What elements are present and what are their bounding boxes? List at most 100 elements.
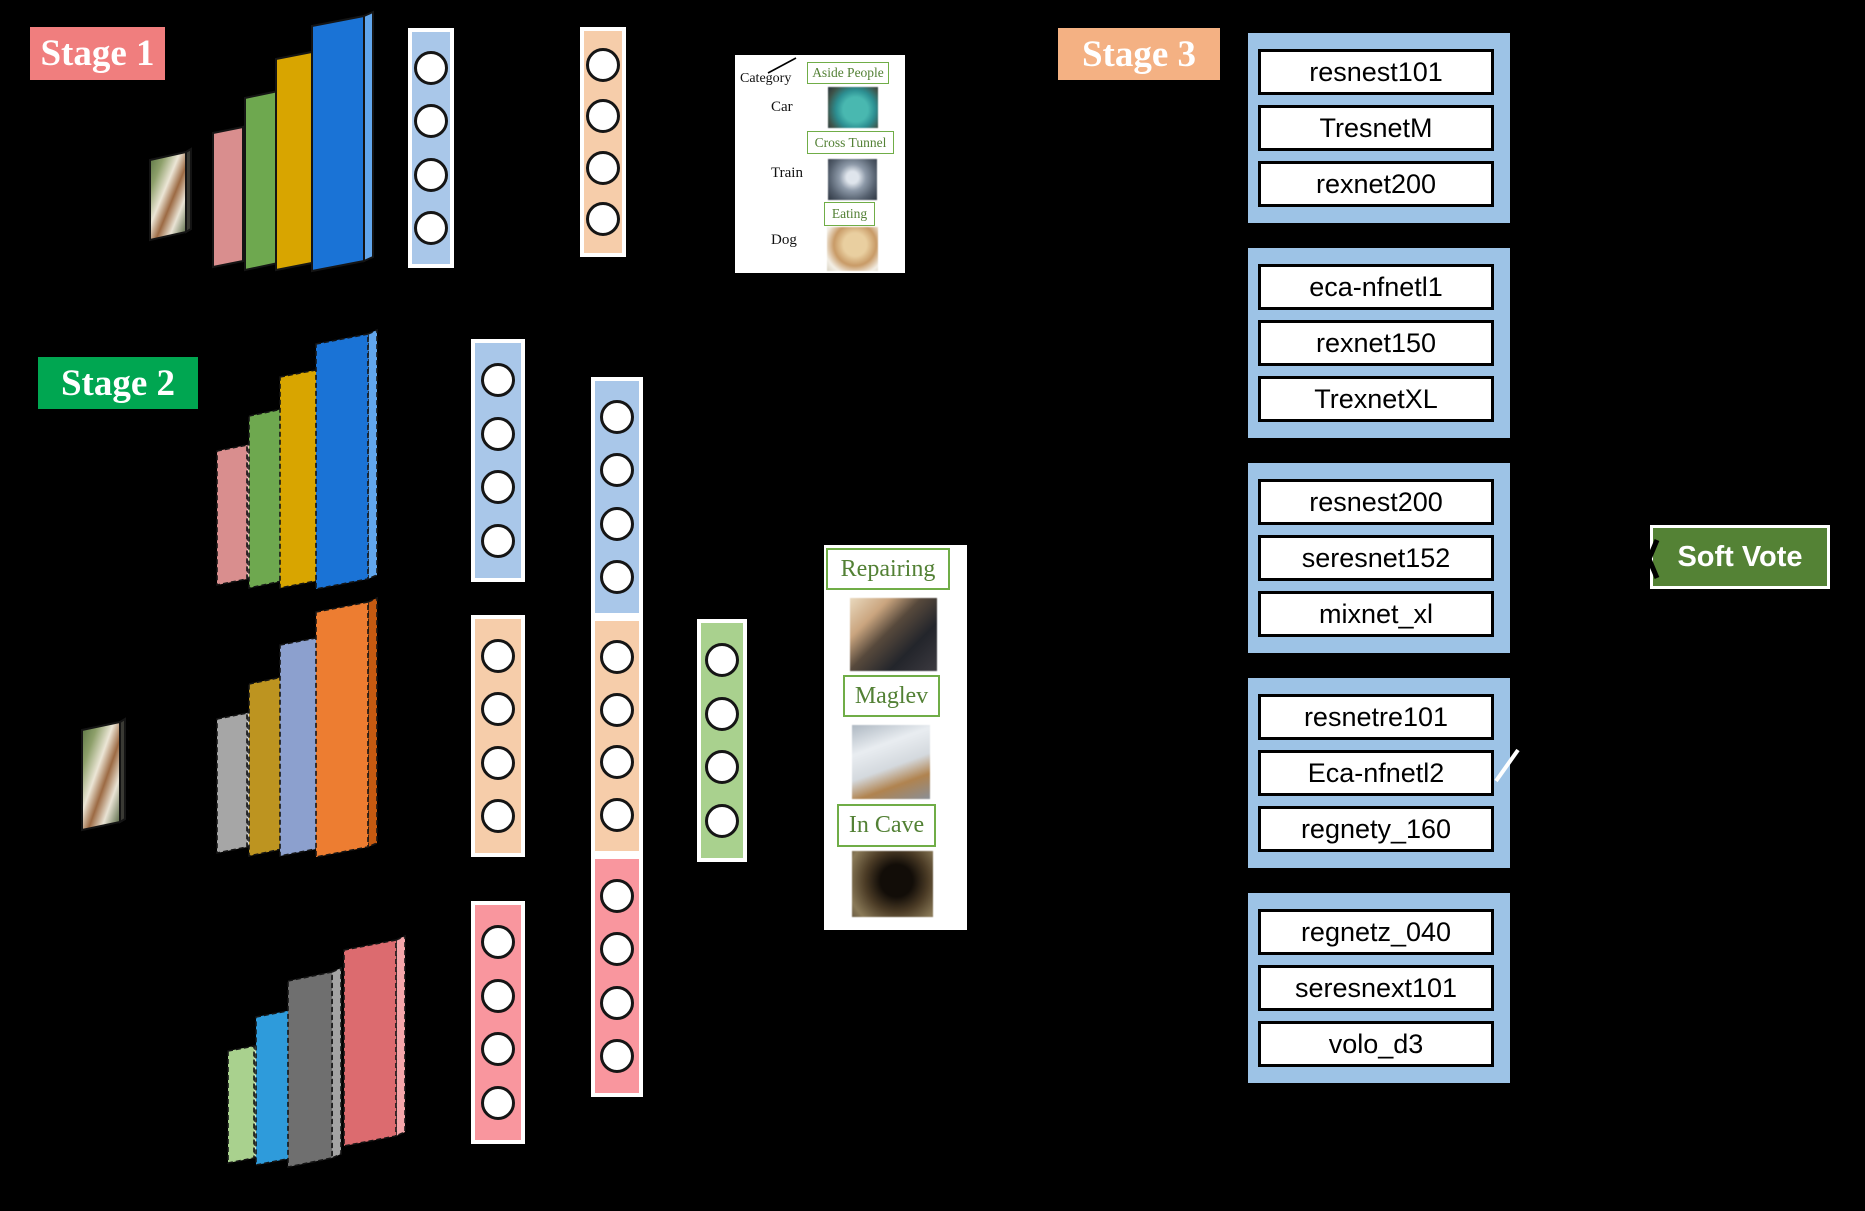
neuron-circle [600, 639, 634, 674]
model-name-box: rexnet200 [1258, 161, 1494, 207]
stage1-label: Stage 1 [30, 27, 165, 80]
neuron-circle [600, 745, 634, 780]
repairing-image [850, 598, 937, 671]
neuron-circle [600, 985, 634, 1020]
neuron-circle [481, 924, 515, 959]
neuron-circle [586, 201, 620, 236]
soft-vote-button: Soft Vote [1650, 525, 1830, 589]
stage2-feature-column-blue [471, 339, 525, 582]
model-name-box: mixnet_xl [1258, 591, 1494, 637]
model-group-1: resnest101 TresnetM rexnet200 [1248, 33, 1510, 223]
neuron-circle [600, 1039, 634, 1074]
conv-layer [227, 1045, 255, 1164]
model-name-box: rexnet150 [1258, 320, 1494, 366]
category-label: Train [771, 165, 803, 181]
neuron-circle [481, 692, 515, 727]
train-image [828, 159, 877, 200]
neuron-circle [586, 150, 620, 185]
conv-layer [287, 971, 333, 1168]
model-group-2: eca-nfnetl1 rexnet150 TrexnetXL [1248, 248, 1510, 438]
prediction-tag: Cross Tunnel [807, 131, 894, 154]
model-name-box: seresnext101 [1258, 965, 1494, 1011]
neuron-circle [705, 750, 739, 785]
concat-column-blue-segment [591, 377, 643, 617]
neuron-circle [600, 878, 634, 913]
category-label: Dog [771, 232, 797, 248]
neuron-circle [481, 524, 515, 559]
neuron-circle [481, 362, 515, 397]
stage2-label: Stage 2 [38, 357, 198, 409]
stage2-prediction-card: Repairing Maglev In Cave [824, 545, 967, 930]
prediction-tag: Aside People [807, 62, 889, 84]
conv-layer-side [367, 328, 378, 581]
neuron-circle [481, 978, 515, 1013]
dog-image [827, 227, 878, 271]
neuron-circle [600, 798, 634, 833]
model-group-4: resnetre101 Eca-nfnetl2 regnety_160 [1248, 678, 1510, 868]
input-image [81, 720, 121, 832]
model-name-box: regnetz_040 [1258, 909, 1494, 955]
conv-layer [315, 601, 369, 858]
neuron-circle [481, 799, 515, 834]
concat-column-orange-segment [591, 617, 643, 855]
model-name-box: volo_d3 [1258, 1021, 1494, 1067]
neuron-circle [481, 745, 515, 780]
stage2-feature-column-orange [471, 615, 525, 857]
stage2-feature-column-red [471, 901, 525, 1144]
category-header: Category [740, 71, 792, 86]
neuron-circle [481, 416, 515, 451]
conv-layer [343, 939, 397, 1147]
conv-layer [311, 14, 365, 273]
prediction-tag: Maglev [843, 675, 940, 717]
neuron-circle [600, 453, 634, 488]
car-image [828, 87, 878, 128]
stage3-label: Stage 3 [1058, 28, 1220, 80]
conv-layer-side [367, 596, 378, 849]
neuron-circle [705, 642, 739, 677]
neuron-circle [586, 99, 620, 134]
conv-layer [216, 712, 248, 854]
neuron-circle [600, 400, 634, 435]
conv-layer-side [395, 934, 406, 1138]
model-name-box: regnety_160 [1258, 806, 1494, 852]
conv-layer-side [331, 966, 342, 1160]
cave-image [852, 851, 933, 917]
neuron-circle [481, 638, 515, 673]
model-name-box: seresnet152 [1258, 535, 1494, 581]
model-name-box: TrexnetXL [1258, 376, 1494, 422]
neuron-circle [600, 506, 634, 541]
stage1-feature-column-blue [408, 28, 454, 268]
input-image [149, 150, 187, 242]
model-name-box: Eca-nfnetl2 [1258, 750, 1494, 796]
conv-layer [216, 444, 248, 586]
model-name-box: eca-nfnetl1 [1258, 264, 1494, 310]
prediction-tag: In Cave [837, 804, 936, 847]
category-label: Car [771, 99, 793, 115]
model-name-box: resnest200 [1258, 479, 1494, 525]
neuron-circle [481, 1032, 515, 1067]
neuron-circle [481, 1086, 515, 1121]
prediction-tag: Repairing [826, 548, 950, 590]
neuron-circle [600, 692, 634, 727]
neuron-circle [414, 157, 448, 192]
neuron-circle [414, 51, 448, 86]
stage2-fused-column-green [697, 619, 747, 862]
conv-layer [212, 125, 244, 269]
model-name-box: resnest101 [1258, 49, 1494, 95]
neuron-circle [414, 104, 448, 139]
model-name-box: TresnetM [1258, 105, 1494, 151]
prediction-tag: Eating [824, 202, 875, 226]
neuron-circle [600, 559, 634, 594]
stage1-output-column-orange [580, 27, 626, 257]
neuron-circle [586, 48, 620, 83]
conv-layer [315, 333, 369, 590]
model-group-5: regnetz_040 seresnext101 volo_d3 [1248, 893, 1510, 1083]
model-name-box: resnetre101 [1258, 694, 1494, 740]
maglev-image [852, 725, 930, 799]
stage1-category-card: Category Car Aside People Train Cross Tunne… [735, 55, 905, 273]
neuron-circle [481, 470, 515, 505]
neuron-circle [705, 804, 739, 839]
conv-layer-side [363, 10, 374, 263]
